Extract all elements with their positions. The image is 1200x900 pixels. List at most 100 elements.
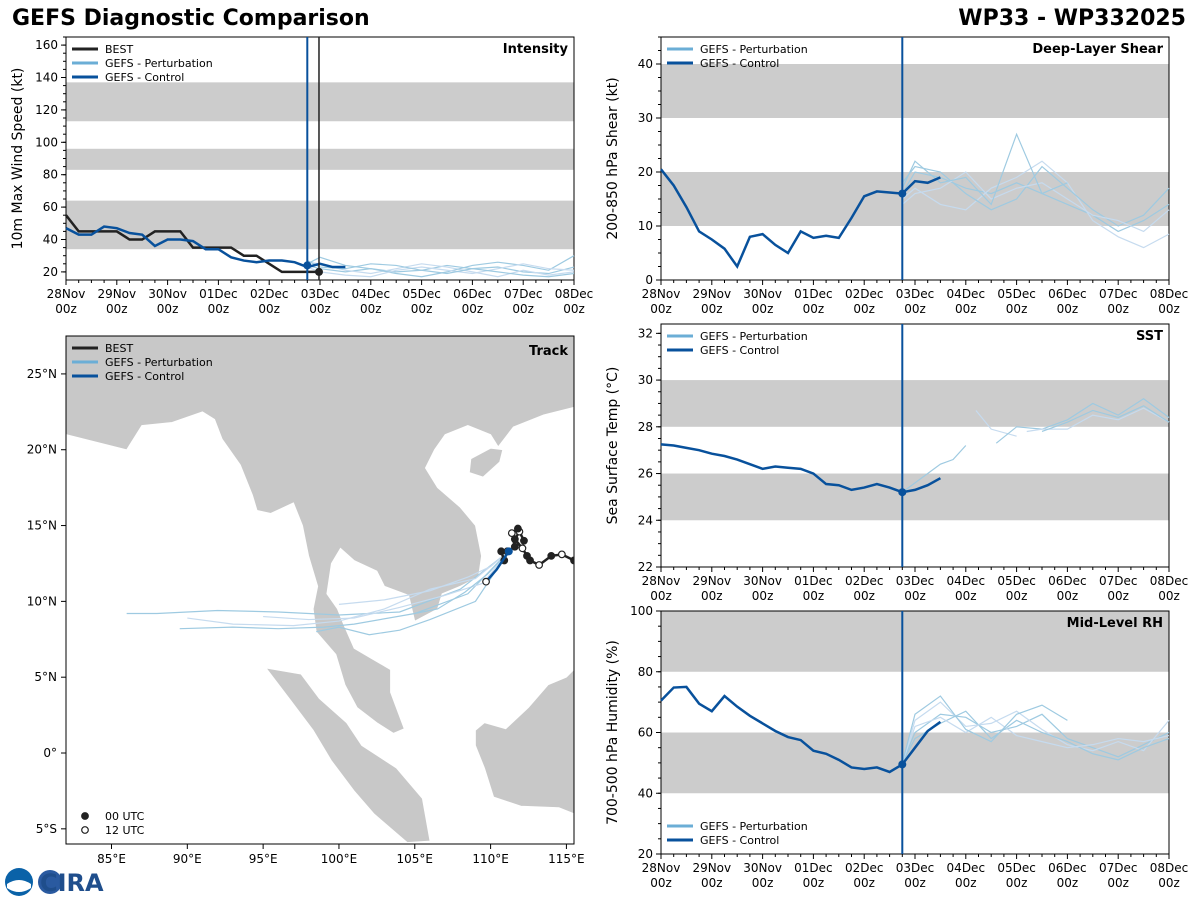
sst-band bbox=[661, 380, 1169, 427]
sst-legend-label: GEFS - Perturbation bbox=[700, 330, 808, 343]
rh-xtick-label: 03Dec bbox=[896, 861, 935, 875]
storm-id: WP33 - WP332025 bbox=[958, 6, 1186, 31]
intensity-ytick-label: 60 bbox=[43, 200, 58, 214]
rh-ylabel: 700-500 hPa Humidity (%) bbox=[605, 640, 621, 825]
track-xtick-label: 85°E bbox=[97, 852, 126, 866]
shear-xtick-label: 00z bbox=[904, 302, 926, 316]
sst-xtick-label: 00z bbox=[853, 589, 875, 603]
track-marker-legend-label: 00 UTC bbox=[105, 810, 145, 823]
intensity-xtick-label: 01Dec bbox=[199, 287, 238, 301]
sst-xtick-label: 07Dec bbox=[1099, 574, 1138, 588]
rh-band bbox=[661, 611, 1169, 672]
sst-control-marker bbox=[898, 488, 907, 497]
sst-xtick-label: 04Dec bbox=[947, 574, 986, 588]
shear-title: Deep-Layer Shear bbox=[1032, 42, 1163, 57]
shear-ytick-label: 40 bbox=[638, 57, 653, 71]
intensity-xtick-label: 30Nov bbox=[148, 287, 187, 301]
rh-band bbox=[661, 732, 1169, 794]
sst-xtick-label: 01Dec bbox=[794, 574, 833, 588]
rh-xtick-label: 04Dec bbox=[947, 861, 986, 875]
track-marker-legend-swatch bbox=[81, 812, 89, 820]
rh-xtick-label: 00z bbox=[1107, 876, 1129, 890]
intensity-perturbation-line bbox=[307, 260, 575, 278]
intensity-ytick-label: 20 bbox=[43, 265, 58, 279]
track-xtick-label: 95°E bbox=[249, 852, 278, 866]
sst-xtick-label: 00z bbox=[955, 589, 977, 603]
track-best-point bbox=[570, 556, 574, 565]
sst-xtick-label: 02Dec bbox=[845, 574, 884, 588]
track-legend-label: GEFS - Perturbation bbox=[105, 356, 213, 369]
sst-xtick-label: 00z bbox=[1107, 589, 1129, 603]
sst-perturbation-line bbox=[1026, 407, 1170, 433]
track-xtick-label: 115°E bbox=[548, 852, 585, 866]
rh-xtick-label: 28Nov bbox=[642, 861, 681, 875]
intensity-legend-label: GEFS - Perturbation bbox=[105, 57, 213, 70]
sst-xtick-label: 00z bbox=[1158, 589, 1180, 603]
track-best-point bbox=[518, 544, 527, 553]
track-marker-legend-swatch bbox=[81, 826, 89, 834]
track-panel: 85°E 90°E 95°E 100°E 105°E 110°E 115°E 5°S 0° 5°N… bbox=[27, 335, 585, 866]
track-best-point bbox=[510, 535, 519, 544]
sst-band bbox=[661, 473, 1169, 521]
shear-ytick-label: 0 bbox=[645, 273, 653, 287]
sumatra bbox=[265, 667, 431, 843]
sst-xtick-label: 00z bbox=[1006, 589, 1028, 603]
shear-perturbation-line bbox=[901, 171, 1170, 233]
cira-logo: CIRA bbox=[5, 868, 104, 897]
intensity-band bbox=[66, 82, 574, 122]
track-frame bbox=[65, 335, 575, 845]
intensity-panel: 2040608010012014016028Nov00z29Nov00z30No… bbox=[10, 36, 593, 316]
intensity-band bbox=[66, 200, 574, 250]
shear-xtick-label: 01Dec bbox=[794, 287, 833, 301]
shear-xtick-label: 00z bbox=[803, 302, 825, 316]
track-ytick-label: 10°N bbox=[27, 594, 57, 608]
intensity-xtick-label: 00z bbox=[106, 302, 128, 316]
track-ytick-label: 20°N bbox=[27, 443, 57, 457]
shear-xtick-label: 00z bbox=[1006, 302, 1028, 316]
sst-xtick-label: 30Nov bbox=[743, 574, 782, 588]
intensity-xtick-label: 03Dec bbox=[301, 287, 340, 301]
rh-legend-label: GEFS - Perturbation bbox=[700, 820, 808, 833]
track-xtick-label: 105°E bbox=[397, 852, 434, 866]
track-xtick-label: 110°E bbox=[472, 852, 509, 866]
sst-xtick-label: 29Nov bbox=[692, 574, 731, 588]
sst-xtick-label: 00z bbox=[701, 589, 723, 603]
intensity-control-marker bbox=[303, 261, 312, 270]
sst-xtick-label: 03Dec bbox=[896, 574, 935, 588]
shear-xtick-label: 00z bbox=[1107, 302, 1129, 316]
rh-xtick-label: 00z bbox=[955, 876, 977, 890]
rh-xtick-label: 05Dec bbox=[997, 861, 1036, 875]
track-control-marker bbox=[504, 547, 513, 556]
rh-xtick-label: 01Dec bbox=[794, 861, 833, 875]
track-xtick-label: 100°E bbox=[321, 852, 358, 866]
sst-xtick-label: 00z bbox=[650, 589, 672, 603]
rh-xtick-label: 00z bbox=[650, 876, 672, 890]
track-best-point bbox=[523, 551, 531, 560]
intensity-title: Intensity bbox=[503, 42, 569, 57]
intensity-ytick-label: 140 bbox=[35, 71, 58, 85]
rh-control-line bbox=[660, 685, 942, 774]
intensity-xtick-label: 07Dec bbox=[504, 287, 543, 301]
shear-control-line bbox=[660, 168, 941, 270]
shear-xtick-label: 06Dec bbox=[1048, 287, 1087, 301]
noaa-wave-icon bbox=[7, 880, 31, 892]
intensity-xtick-label: 00z bbox=[462, 302, 484, 316]
track-ytick-label: 0° bbox=[43, 746, 57, 760]
intensity-xtick-label: 00z bbox=[512, 302, 534, 316]
shear-xtick-label: 08Dec bbox=[1150, 287, 1189, 301]
sst-xtick-label: 00z bbox=[904, 589, 926, 603]
rh-panel: 2040608010028Nov00z29Nov00z30Nov00z01Dec… bbox=[605, 604, 1188, 890]
sst-panel: 22242628303228Nov00z29Nov00z30Nov00z01De… bbox=[605, 323, 1188, 603]
shear-panel: 01020304028Nov00z29Nov00z30Nov00z01Dec00… bbox=[605, 36, 1189, 316]
shear-xtick-label: 28Nov bbox=[642, 287, 681, 301]
borneo bbox=[475, 669, 574, 815]
sst-xtick-label: 28Nov bbox=[642, 574, 681, 588]
intensity-xtick-label: 29Nov bbox=[97, 287, 136, 301]
shear-perturbation-line bbox=[901, 132, 1068, 206]
track-perturbation-line bbox=[187, 550, 510, 627]
rh-legend-label: GEFS - Control bbox=[700, 834, 779, 847]
intensity-xtick-label: 00z bbox=[309, 302, 331, 316]
sst-perturbation-line bbox=[901, 445, 967, 493]
shear-xtick-label: 07Dec bbox=[1099, 287, 1138, 301]
track-control-12utc-point bbox=[482, 577, 490, 586]
